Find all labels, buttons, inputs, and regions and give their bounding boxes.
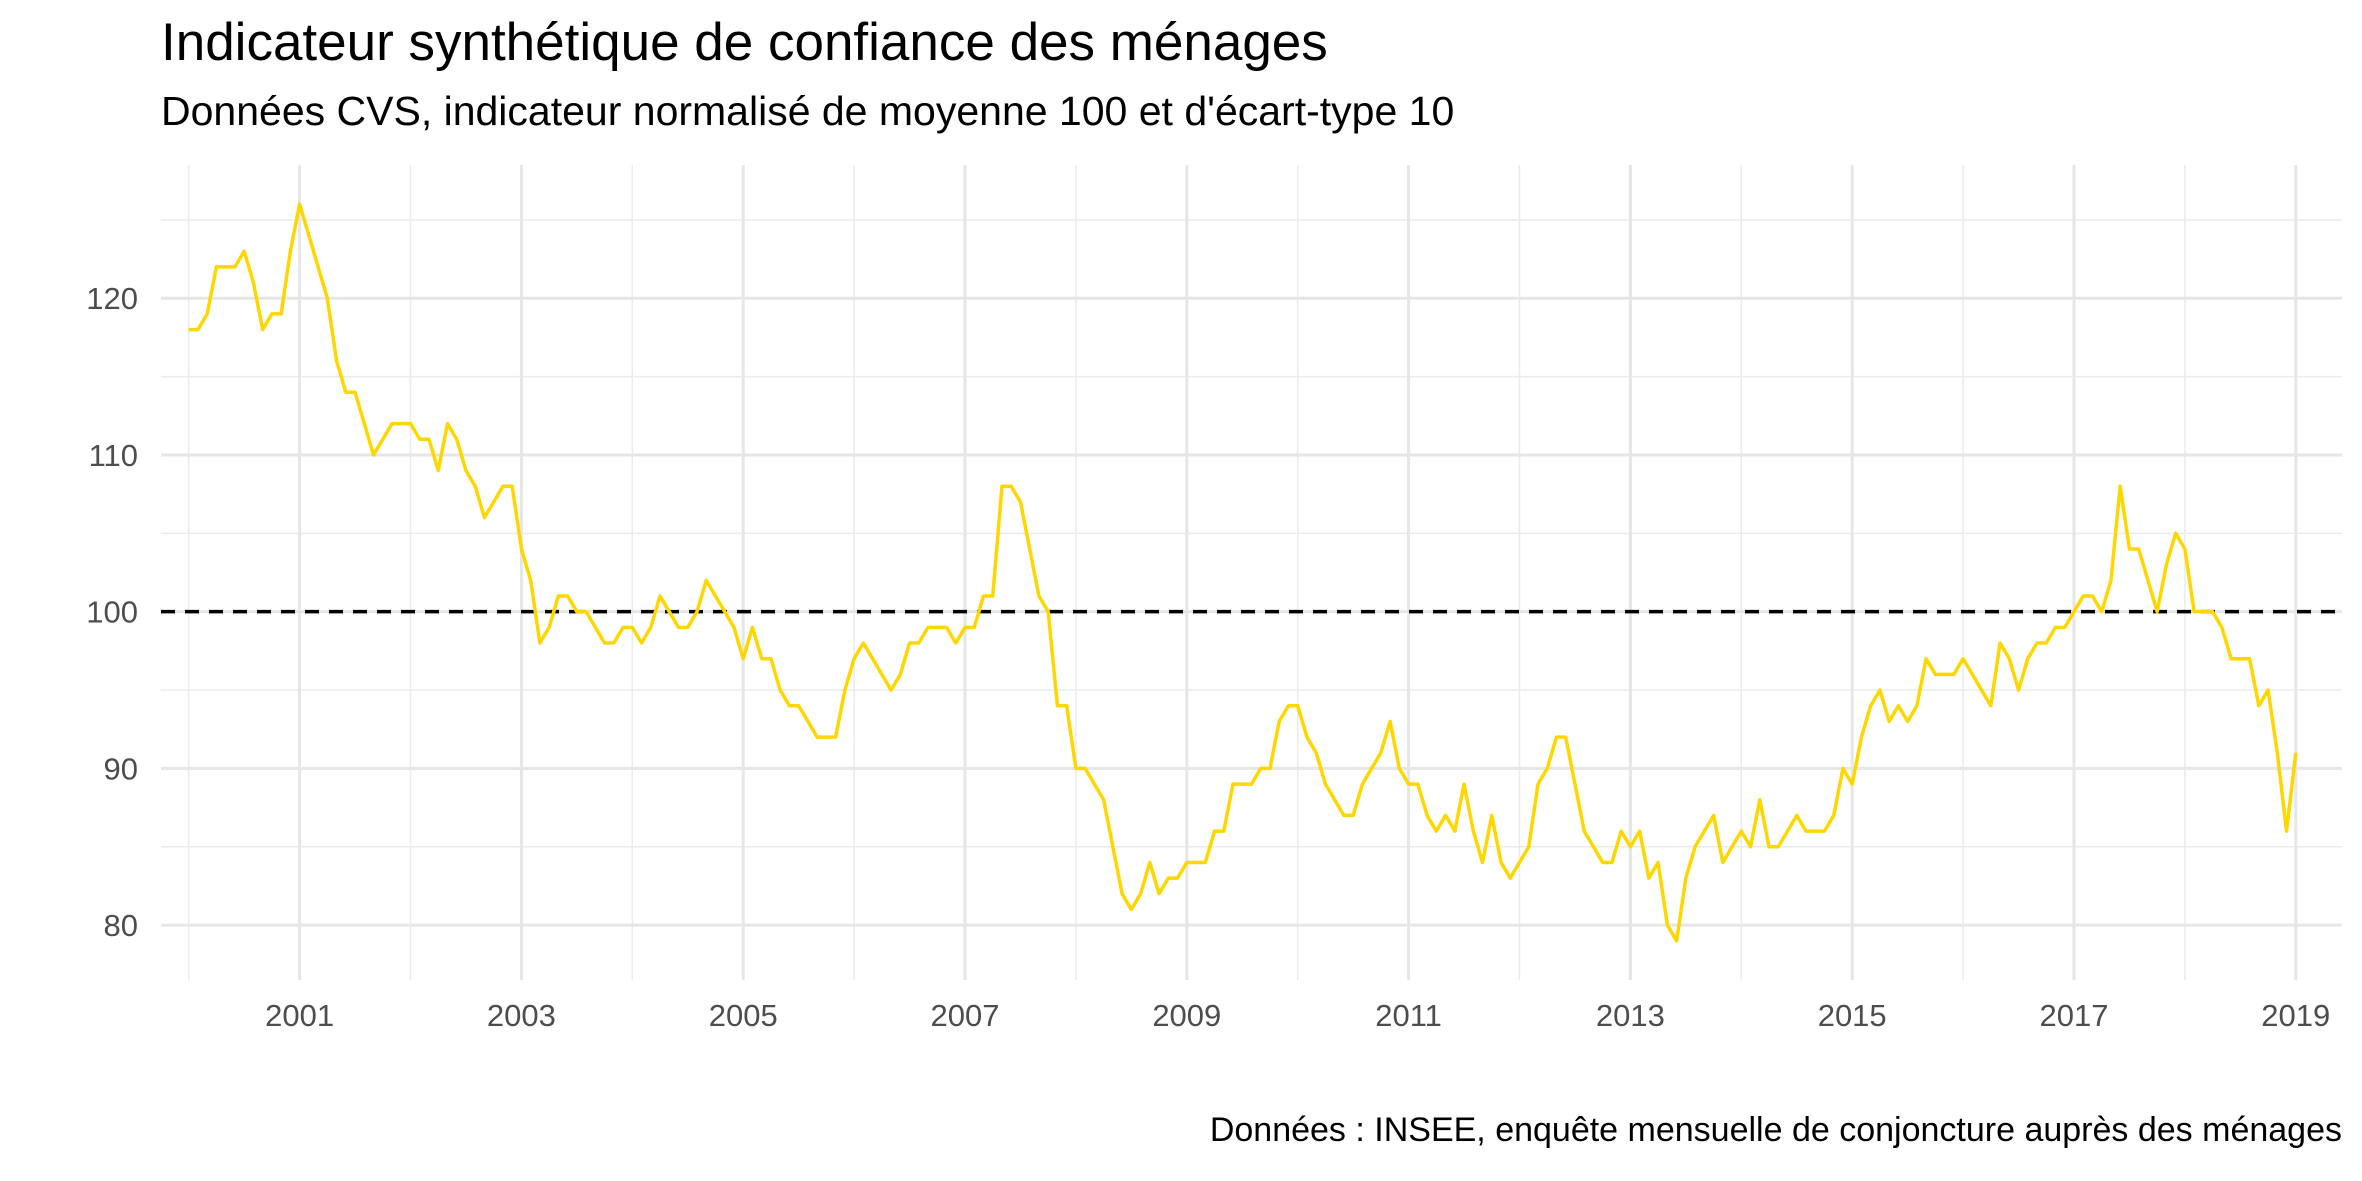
major-gridlines <box>161 165 2342 980</box>
y-tick-label: 100 <box>86 595 138 630</box>
chart-subtitle: Données CVS, indicateur normalisé de moy… <box>161 88 1455 134</box>
y-tick-label: 120 <box>86 281 138 316</box>
y-axis-labels: 80 90 100 110 120 <box>86 281 138 943</box>
x-tick-label: 2019 <box>2261 998 2330 1033</box>
chart-caption: Données : INSEE, enquête mensuelle de co… <box>1209 1111 2342 1149</box>
x-tick-label: 2017 <box>2040 998 2109 1033</box>
minor-gridlines <box>161 165 2342 980</box>
x-tick-label: 2003 <box>487 998 556 1033</box>
x-tick-label: 2013 <box>1596 998 1665 1033</box>
x-tick-label: 2015 <box>1818 998 1887 1033</box>
series-line <box>188 202 2298 943</box>
x-tick-label: 2005 <box>709 998 778 1033</box>
y-tick-label: 110 <box>89 438 138 473</box>
x-axis-labels: 2001 2003 2005 2007 2009 2011 2013 2015 2017 2019 <box>265 998 2330 1033</box>
chart-title: Indicateur synthétique de confiance des … <box>161 13 1328 72</box>
y-tick-label: 90 <box>104 751 138 786</box>
x-tick-label: 2011 <box>1375 998 1442 1033</box>
x-tick-label: 2009 <box>1152 998 1221 1033</box>
x-tick-label: 2007 <box>931 998 1000 1033</box>
y-tick-label: 80 <box>104 908 138 943</box>
x-tick-label: 2001 <box>265 998 334 1033</box>
